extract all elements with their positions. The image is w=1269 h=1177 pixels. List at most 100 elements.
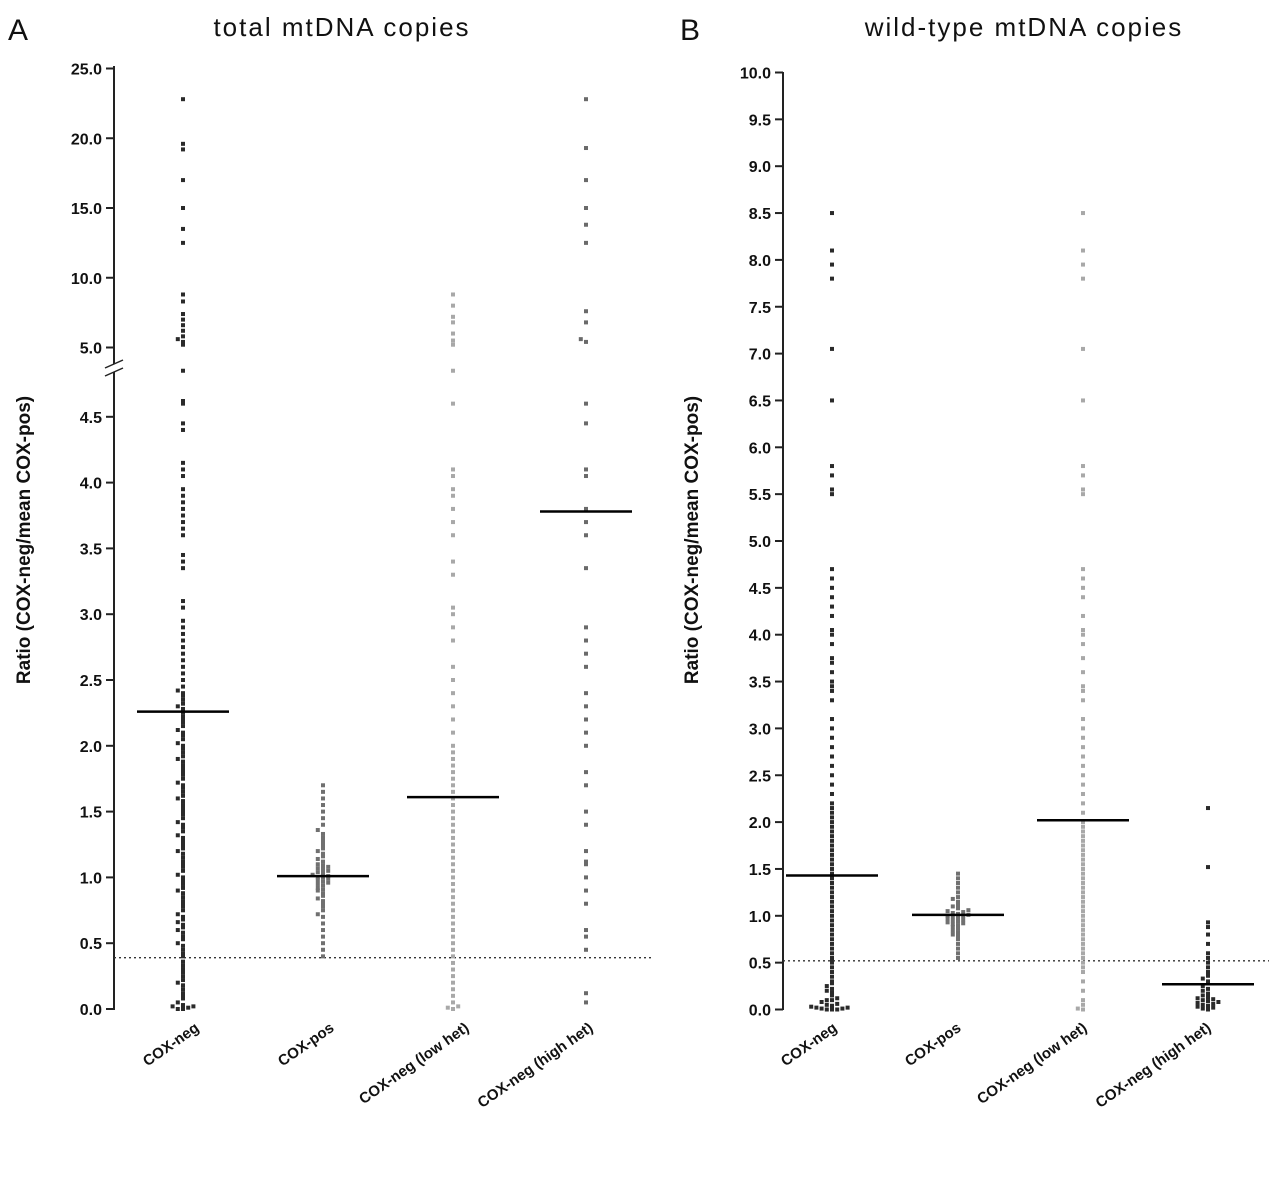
data-point	[181, 983, 185, 988]
data-point	[451, 954, 455, 959]
data-point	[181, 599, 185, 604]
data-point	[175, 1000, 180, 1005]
data-point	[321, 859, 325, 864]
data-point	[451, 875, 455, 880]
data-point	[584, 206, 588, 210]
data-point	[1081, 1007, 1085, 1012]
data-point	[451, 533, 455, 538]
data-point	[181, 678, 185, 682]
data-point	[584, 783, 588, 788]
data-point	[1081, 946, 1085, 951]
y-tick-label: 5.5	[749, 487, 771, 504]
data-point	[584, 467, 588, 472]
data-point	[830, 276, 834, 281]
data-point	[1081, 923, 1085, 928]
data-point	[451, 993, 455, 998]
data-point	[181, 930, 185, 935]
data-point	[1081, 838, 1085, 843]
data-point	[1081, 899, 1085, 904]
data-point	[830, 613, 834, 618]
data-point	[1195, 996, 1200, 1001]
y-tick-label: 2.5	[749, 768, 771, 785]
data-point	[1206, 986, 1210, 991]
data-point	[1206, 991, 1210, 996]
data-point	[181, 710, 185, 715]
data-point	[830, 913, 834, 918]
data-point	[451, 756, 455, 761]
data-point	[451, 338, 455, 343]
data-point	[321, 863, 325, 868]
data-point	[1081, 937, 1085, 942]
data-point	[950, 904, 955, 909]
data-point	[321, 831, 325, 836]
data-point	[956, 915, 960, 920]
data-point	[321, 899, 325, 904]
data-point	[1081, 745, 1085, 750]
data-point	[321, 842, 325, 847]
data-point	[1081, 932, 1085, 937]
data-point	[451, 1007, 455, 1011]
data-point	[181, 520, 185, 525]
data-point	[830, 763, 834, 768]
data-point	[584, 520, 588, 525]
data-point	[824, 1007, 829, 1012]
data-point	[181, 684, 185, 689]
data-point	[830, 1007, 834, 1012]
data-point	[1206, 1007, 1210, 1012]
y-tick-label: 8.5	[749, 206, 771, 223]
data-point	[584, 664, 588, 669]
data-point	[181, 943, 185, 948]
data-point	[181, 714, 185, 719]
data-point	[584, 822, 588, 827]
data-point	[830, 670, 834, 675]
y-tick-label: 20.0	[71, 131, 102, 148]
data-point	[945, 916, 950, 921]
data-point	[321, 941, 325, 946]
data-point	[956, 890, 960, 895]
data-point	[584, 339, 588, 344]
data-point	[175, 928, 180, 933]
data-point	[181, 891, 185, 896]
data-point	[584, 888, 588, 893]
data-point	[181, 862, 185, 867]
data-point	[1200, 1002, 1205, 1007]
data-point	[830, 986, 834, 991]
data-point	[584, 849, 588, 854]
data-point	[175, 796, 180, 801]
data-point	[181, 724, 185, 729]
data-point	[830, 951, 834, 956]
y-tick-label: 0.5	[749, 956, 771, 973]
panel-b: B wild-type mtDNA copies Ratio (COX-neg/…	[680, 12, 1269, 1112]
data-point	[315, 875, 320, 880]
data-point	[321, 809, 325, 814]
data-point	[181, 899, 185, 904]
data-point	[830, 464, 834, 469]
data-point	[584, 691, 588, 696]
data-point	[321, 908, 325, 913]
data-point	[584, 809, 588, 814]
data-point	[830, 941, 834, 946]
data-point	[1081, 857, 1085, 862]
data-point	[181, 954, 185, 959]
data-point	[1206, 941, 1210, 946]
data-point	[830, 726, 834, 731]
data-point	[181, 733, 185, 738]
data-point	[181, 829, 185, 834]
data-point	[824, 988, 829, 993]
data-point	[181, 559, 185, 564]
data-point	[830, 576, 834, 581]
data-point	[181, 922, 185, 927]
data-point	[1081, 918, 1085, 923]
data-point	[451, 1000, 455, 1005]
data-point	[181, 97, 185, 102]
data-point	[321, 854, 325, 859]
category-label: COX-neg (low het)	[356, 1019, 472, 1107]
data-point	[315, 881, 320, 886]
category-label: COX-pos	[902, 1019, 964, 1070]
data-point	[1206, 932, 1210, 937]
data-point	[451, 493, 455, 498]
data-point	[181, 631, 185, 636]
data-point	[1081, 585, 1085, 590]
y-tick-label: 0.5	[80, 936, 102, 953]
data-point	[181, 421, 185, 426]
